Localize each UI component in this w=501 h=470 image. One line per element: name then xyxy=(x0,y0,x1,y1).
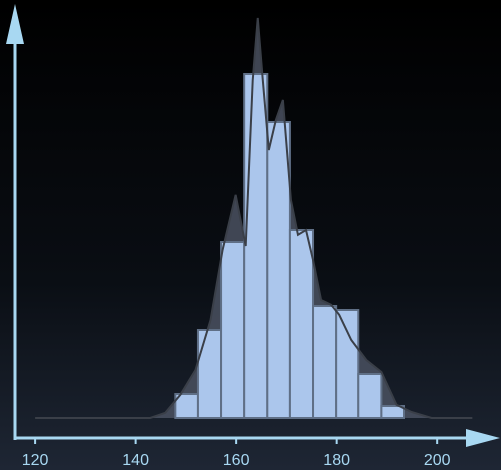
bar xyxy=(266,121,291,419)
x-tick-label: 200 xyxy=(424,452,451,469)
bar xyxy=(288,229,315,419)
x-tick-label: 140 xyxy=(122,452,149,469)
bar xyxy=(243,73,269,419)
x-tick-label: 160 xyxy=(223,452,250,469)
bar xyxy=(357,373,383,419)
bar xyxy=(196,329,223,419)
bar xyxy=(335,309,360,419)
x-tick-label: 120 xyxy=(22,452,49,469)
bar xyxy=(312,305,338,419)
density-line xyxy=(35,17,473,419)
y-axis-arrow xyxy=(6,4,24,44)
bar xyxy=(220,241,246,419)
x-axis-arrow xyxy=(466,429,500,447)
bar xyxy=(380,405,406,419)
x-tick-label: 180 xyxy=(323,452,350,469)
plot-area: 120 140 160 180 200 xyxy=(6,4,500,469)
